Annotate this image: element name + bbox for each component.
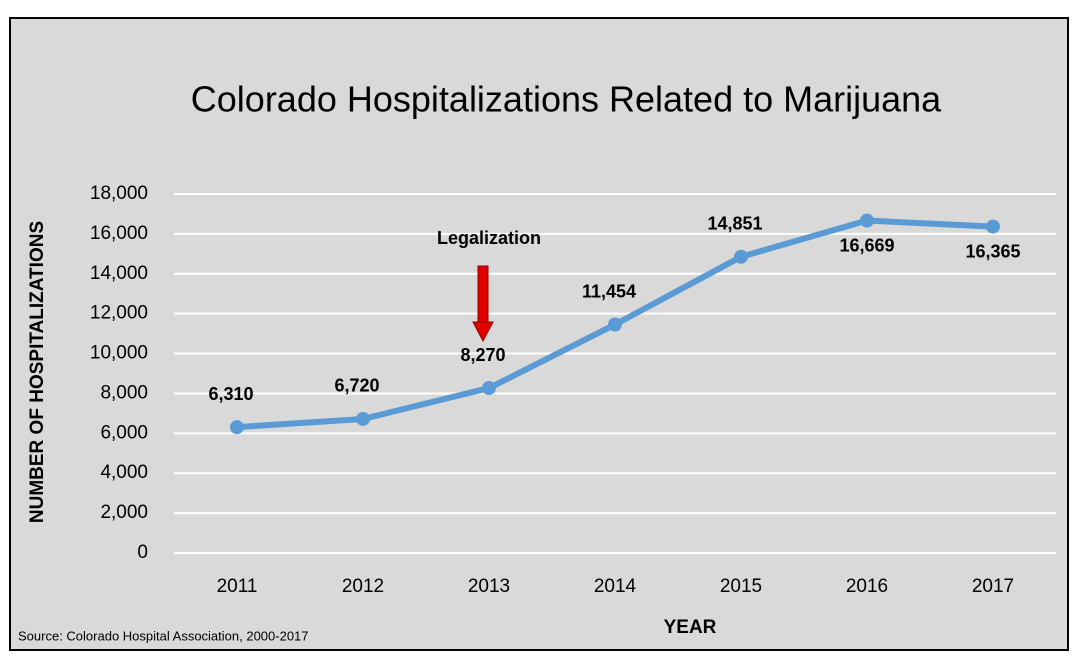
x-tick-label: 2014: [594, 576, 637, 597]
data-point: [356, 411, 370, 426]
data-point: [482, 381, 496, 396]
y-tick-label: 6,000: [100, 422, 148, 443]
y-tick-label: 8,000: [100, 382, 148, 403]
chart-background: [9, 17, 1069, 651]
x-tick-label: 2013: [468, 576, 510, 597]
y-tick-label: 12,000: [90, 303, 148, 324]
annotation-arrow-shaft: [477, 265, 489, 323]
y-tick-label: 4,000: [100, 462, 148, 483]
annotation-arrow-head: [472, 321, 494, 343]
y-tick-label: 16,000: [90, 223, 148, 244]
chart-title: Colorado Hospitalizations Related to Mar…: [191, 79, 942, 120]
data-point: [608, 317, 622, 332]
x-tick-label: 2017: [972, 576, 1014, 597]
y-tick-label: 2,000: [100, 502, 148, 523]
data-point: [986, 219, 1000, 234]
data-label: 6,720: [334, 376, 379, 396]
data-point: [860, 213, 874, 228]
y-tick-label: 10,000: [90, 343, 148, 364]
source-note: Source: Colorado Hospital Association, 2…: [18, 628, 309, 643]
data-label: 6,310: [208, 384, 253, 404]
data-label: 8,270: [460, 345, 505, 365]
data-label: 16,365: [965, 241, 1020, 261]
x-tick-label: 2011: [217, 576, 258, 597]
x-tick-label: 2016: [846, 576, 888, 597]
data-label: 11,454: [582, 281, 636, 301]
annotation-label: Legalization: [437, 228, 541, 248]
data-label: 14,851: [707, 214, 762, 234]
y-axis-label: NUMBER OF HOSPITALIZATIONS: [27, 221, 48, 523]
data-point: [734, 249, 748, 264]
data-label: 16,669: [839, 235, 894, 255]
data-point: [230, 420, 244, 435]
x-tick-label: 2015: [720, 576, 762, 597]
x-tick-label: 2012: [342, 576, 384, 597]
y-tick-label: 0: [137, 542, 148, 563]
x-axis-label: YEAR: [664, 617, 717, 638]
y-tick-label: 14,000: [90, 263, 148, 284]
y-tick-label: 18,000: [90, 183, 148, 204]
